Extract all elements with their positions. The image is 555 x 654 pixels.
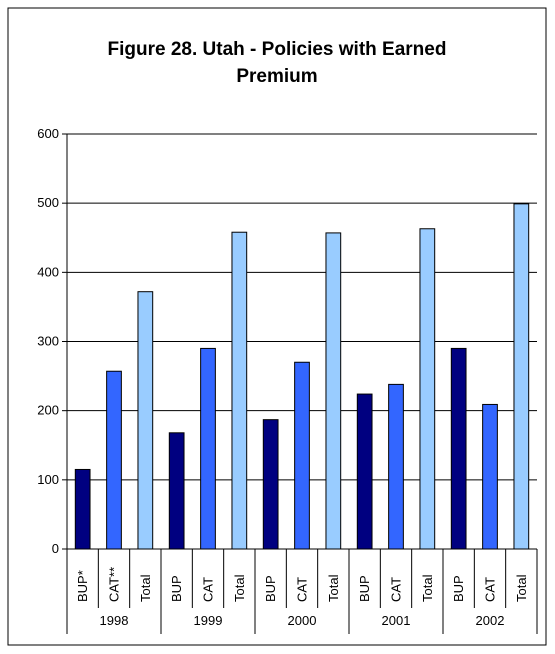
y-tick-label: 500 — [37, 195, 59, 210]
bar — [419, 228, 436, 550]
y-tick-label: 600 — [37, 126, 59, 141]
x-category-label: CAT — [201, 577, 216, 602]
y-tick-label: 400 — [37, 264, 59, 279]
bar — [482, 403, 498, 550]
x-category-label: Total — [232, 574, 247, 602]
x-category-label: BUP — [357, 575, 372, 602]
x-group-label: 2002 — [476, 613, 505, 628]
bar — [450, 347, 467, 550]
y-tick-label: 300 — [37, 334, 59, 349]
y-axis: 0 100 200 300 400 500 600 — [37, 126, 68, 556]
bars — [74, 203, 530, 550]
x-category-label: Total — [138, 574, 153, 602]
x-category-label: CAT — [389, 577, 404, 602]
x-category-label: Total — [420, 574, 435, 602]
x-category-label: BUP — [169, 575, 184, 602]
x-category-label: BUP — [263, 575, 278, 602]
bar — [200, 347, 216, 550]
x-category-label: CAT — [483, 577, 498, 602]
x-group-label: 2000 — [288, 613, 317, 628]
x-category-label: CAT — [295, 577, 310, 602]
y-tick-label: 0 — [52, 541, 59, 556]
x-category-label: CAT** — [107, 567, 122, 602]
bar — [325, 232, 342, 550]
bar — [106, 370, 122, 550]
bar — [388, 383, 404, 550]
x-group-label: 1998 — [100, 613, 129, 628]
chart-title-line-2: Premium — [236, 66, 317, 87]
bar — [294, 361, 310, 550]
bar — [513, 203, 530, 550]
chart-title-line-1: Figure 28. Utah - Policies with Earned — [108, 39, 447, 60]
x-category-label: BUP — [451, 575, 466, 602]
x-group-label: 1999 — [194, 613, 223, 628]
x-category-label: BUP* — [75, 570, 90, 602]
bar — [168, 432, 185, 550]
bar — [231, 231, 248, 550]
bar — [137, 291, 154, 550]
bar — [262, 419, 279, 550]
bar — [74, 468, 91, 550]
bar — [356, 393, 373, 550]
x-axis: BUP* CAT** Total 1998 BUP CAT Total 1999 BUP CAT T… — [66, 548, 538, 634]
x-group-label: 2001 — [382, 613, 411, 628]
x-category-label: Total — [326, 574, 341, 602]
y-tick-label: 200 — [37, 403, 59, 418]
x-category-label: Total — [514, 574, 529, 602]
y-tick-label: 100 — [37, 472, 59, 487]
